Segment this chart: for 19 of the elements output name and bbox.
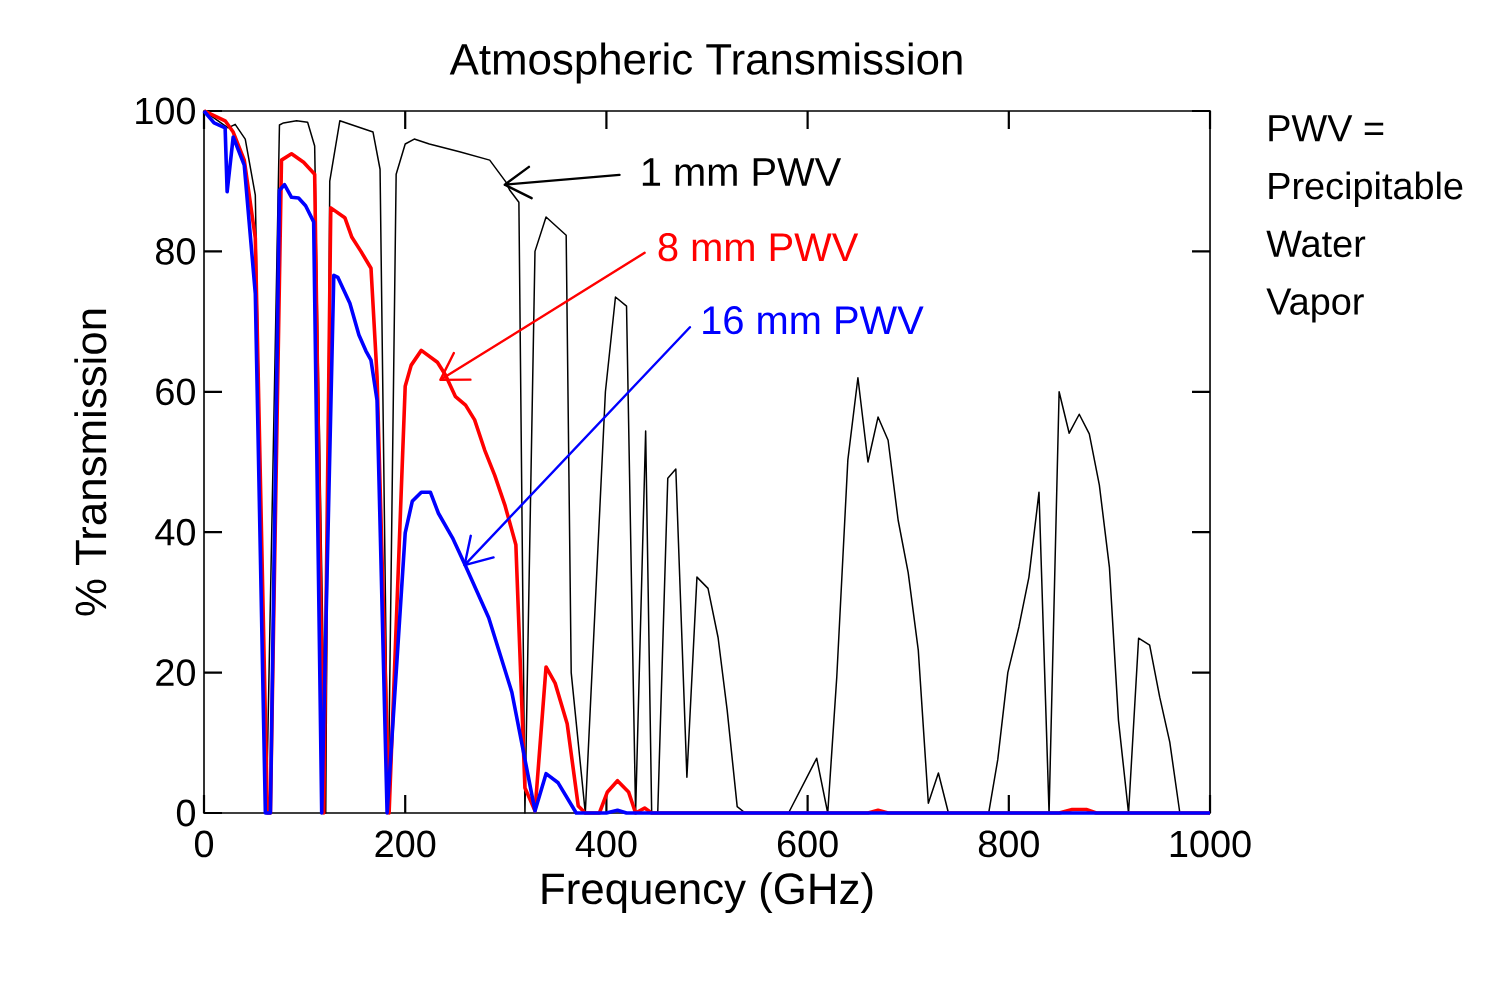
x-tick-label: 200 [375,830,436,858]
y-tick-label: 0 [176,799,196,827]
text: 16 mm PWV [703,306,924,335]
y-tick-label: 40 [155,518,195,546]
y-tick-label: 80 [156,237,195,265]
x-axis-title: Frequency (GHz) [542,872,873,914]
y-tick-label: 100 [136,97,195,125]
x-tick-label: 400 [575,830,637,858]
x-tick-label: 600 [777,830,838,858]
legend-label: 1 mm PWV [642,158,842,186]
y-tick-label: 20 [156,659,195,686]
chart-title: Atmospheric Transmission [449,42,962,84]
y-tick-label: 60 [156,378,195,406]
y-axis-title: % Transmission [74,309,107,616]
x-tick-label: 0 [194,830,214,858]
x-tick-label: 1000 [1170,830,1251,858]
text: 8 mm PWV [658,233,859,262]
x-tick-label: 800 [978,830,1039,858]
text: PWV = Precipitable Water Vapor [1266,115,1463,323]
